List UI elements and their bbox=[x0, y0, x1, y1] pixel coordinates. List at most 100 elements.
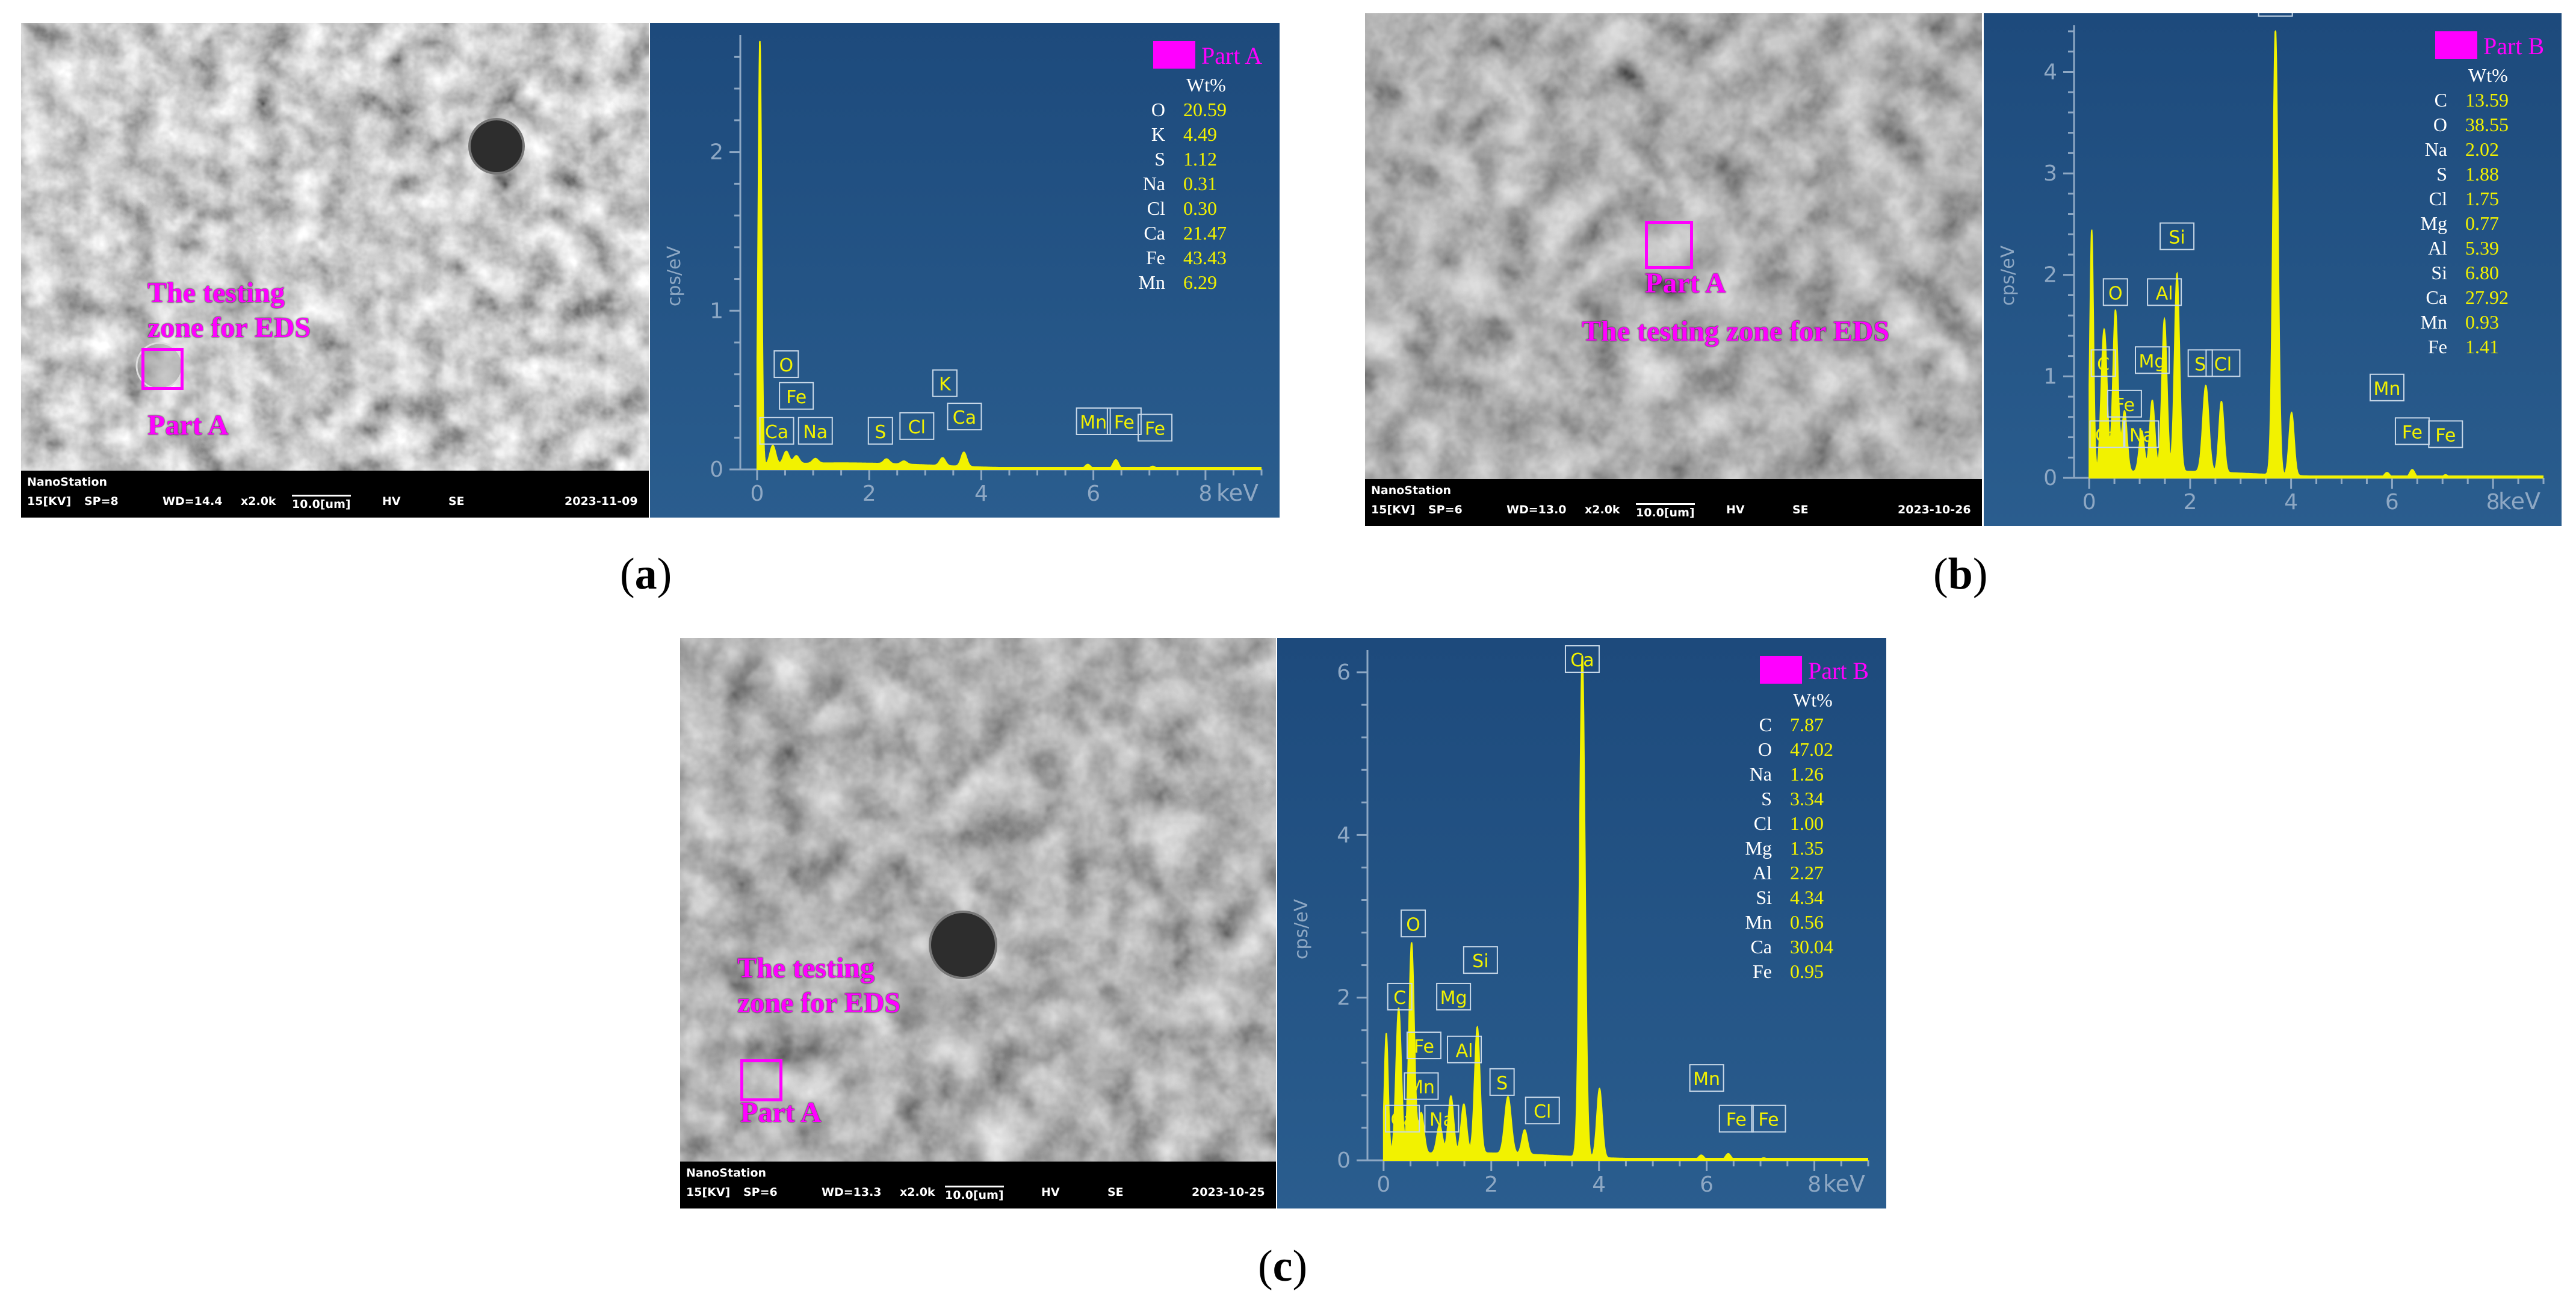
composition-element: O bbox=[1151, 99, 1165, 120]
part-label: Part A bbox=[147, 409, 229, 441]
peak-label-text: Fe bbox=[2402, 422, 2423, 443]
x-tick-label: 2 bbox=[1484, 1172, 1498, 1197]
x-tick-label: 0 bbox=[750, 481, 764, 506]
table-header: Wt% bbox=[2468, 64, 2508, 86]
peak-label-o: O bbox=[1401, 909, 1426, 938]
composition-wt: 0.56 bbox=[1790, 911, 1824, 933]
composition-wt: 4.34 bbox=[1790, 887, 1824, 908]
peak-label-text: Na bbox=[1429, 1110, 1454, 1131]
caption-c: (c) bbox=[1258, 1242, 1308, 1291]
peak-label-text: O bbox=[779, 355, 794, 376]
sem-mode1: HV bbox=[382, 495, 401, 508]
legend-label: Part A bbox=[1201, 42, 1262, 69]
composition-element: Mn bbox=[1139, 271, 1165, 293]
sem-particle bbox=[929, 911, 997, 979]
sem-kv: 15[KV] bbox=[1371, 503, 1416, 516]
peak-label-ca: Ca bbox=[1385, 1104, 1420, 1133]
testing-zone-label: The testing zone for EDS bbox=[737, 952, 901, 1019]
peak-label-text: Mn bbox=[1408, 1077, 1435, 1098]
composition-wt: 5.39 bbox=[2465, 237, 2499, 259]
peak-label-text: Fe bbox=[2435, 425, 2456, 446]
sem-info-bar: NanoStation 15[KV] SP=8 WD=14.4 x2.0k 10.0[um… bbox=[21, 471, 649, 518]
peak-label-text: Na bbox=[2129, 425, 2154, 446]
y-tick-label: 2 bbox=[1337, 986, 1351, 1010]
composition-wt: 7.87 bbox=[1790, 714, 1824, 735]
composition-element: Al bbox=[2428, 237, 2447, 259]
composition-wt: 20.59 bbox=[1183, 99, 1227, 120]
y-tick-label: 2 bbox=[710, 140, 723, 165]
composition-wt: 1.41 bbox=[2465, 336, 2499, 357]
composition-element: Al bbox=[1753, 862, 1772, 883]
peak-label-text: Cl bbox=[2214, 354, 2232, 375]
table-header: Wt% bbox=[1186, 74, 1226, 96]
composition-wt: 38.55 bbox=[2465, 114, 2509, 135]
y-tick-label: 0 bbox=[710, 457, 723, 482]
sem-wd: WD=14.4 bbox=[163, 495, 223, 508]
composition-element: Si bbox=[1756, 887, 1772, 908]
peak-label-text: K bbox=[939, 374, 952, 395]
sem-wd: WD=13.3 bbox=[822, 1186, 882, 1199]
composition-element: Fe bbox=[1753, 961, 1772, 982]
peak-label-cl: Cl bbox=[1525, 1097, 1560, 1125]
peak-label-fe: Fe bbox=[1106, 407, 1142, 435]
peak-label-text: Ca bbox=[2095, 425, 2119, 446]
table-header: Wt% bbox=[1793, 689, 1833, 711]
testing-zone-marker bbox=[1645, 221, 1693, 269]
peak-label-si: Si bbox=[2160, 222, 2195, 250]
x-tick-label: 0 bbox=[1376, 1172, 1390, 1197]
sem-scale: 10.0[um] bbox=[1636, 503, 1695, 519]
peak-label-text: Fe bbox=[1414, 1036, 1434, 1057]
caption-b: (b) bbox=[1933, 549, 1988, 599]
sem-info-bar: NanoStation 15[KV] SP=6 WD=13.3 x2.0k 10.0[um… bbox=[680, 1162, 1276, 1208]
y-tick-label: 4 bbox=[2043, 60, 2057, 84]
composition-element: O bbox=[1758, 738, 1772, 760]
x-tick-label: 8 bbox=[1198, 481, 1212, 506]
composition-element: S bbox=[1154, 148, 1165, 170]
peak-label-cl: Cl bbox=[2205, 349, 2241, 377]
y-tick-label: 6 bbox=[1337, 660, 1351, 685]
sem-kv: 15[KV] bbox=[27, 495, 72, 508]
peak-label-ca: Ca bbox=[1564, 645, 1600, 673]
legend: Part B bbox=[1760, 656, 1869, 684]
x-tick-label: 8 bbox=[1807, 1172, 1821, 1197]
peak-label-fe: Fe bbox=[779, 382, 814, 410]
x-tick-label: 4 bbox=[974, 481, 988, 506]
composition-element: Cl bbox=[2429, 188, 2447, 209]
peak-label-text: Mg bbox=[2139, 351, 2166, 372]
peak-label-text: Mn bbox=[1693, 1069, 1720, 1090]
peak-label-o: O bbox=[773, 350, 799, 379]
peak-label-text: Mg bbox=[1440, 988, 1467, 1009]
peak-label-text: Fe bbox=[1726, 1110, 1747, 1131]
peak-label-na: Na bbox=[797, 416, 833, 445]
peak-label-mn: Mn bbox=[2370, 373, 2404, 401]
peak-label-na: Na bbox=[1424, 1104, 1460, 1133]
y-axis-label: cps/eV bbox=[1998, 245, 2019, 306]
peak-label-text: Na bbox=[803, 422, 828, 443]
sem-info-bar: NanoStation 15[KV] SP=6 WD=13.0 x2.0k 10.0[um… bbox=[1365, 479, 1982, 526]
composition-wt: 6.80 bbox=[2465, 262, 2499, 283]
composition-element: Na bbox=[1750, 763, 1772, 785]
x-tick-label: 0 bbox=[2082, 490, 2096, 515]
y-tick-label: 2 bbox=[2043, 263, 2057, 288]
composition-wt: 1.75 bbox=[2465, 188, 2499, 209]
x-tick-label: 6 bbox=[1086, 481, 1100, 506]
peak-label-text: Fe bbox=[786, 387, 807, 408]
sem-image-a: The testing zone for EDS Part A NanoStatio… bbox=[21, 23, 649, 518]
peak-label-text: C bbox=[1393, 988, 1406, 1009]
composition-element: Ca bbox=[1144, 222, 1165, 244]
peak-label-text: Cl bbox=[908, 417, 926, 438]
sem-image-c: The testing zone for EDS Part A NanoStatio… bbox=[680, 638, 1276, 1208]
composition-wt: 6.29 bbox=[1183, 271, 1217, 293]
peak-label-text: Cl bbox=[1534, 1101, 1551, 1122]
composition-element: K bbox=[1151, 123, 1165, 145]
composition-element: Ca bbox=[2426, 286, 2447, 308]
sem-mag: x2.0k bbox=[241, 495, 276, 508]
sem-sp: SP=6 bbox=[1428, 503, 1463, 516]
sem-date: 2023-10-26 bbox=[1898, 503, 1971, 516]
composition-wt: 43.43 bbox=[1183, 247, 1227, 268]
composition-wt: 13.59 bbox=[2465, 89, 2509, 111]
peak-label-text: C bbox=[2097, 354, 2110, 375]
composition-element: Mn bbox=[1745, 911, 1772, 933]
